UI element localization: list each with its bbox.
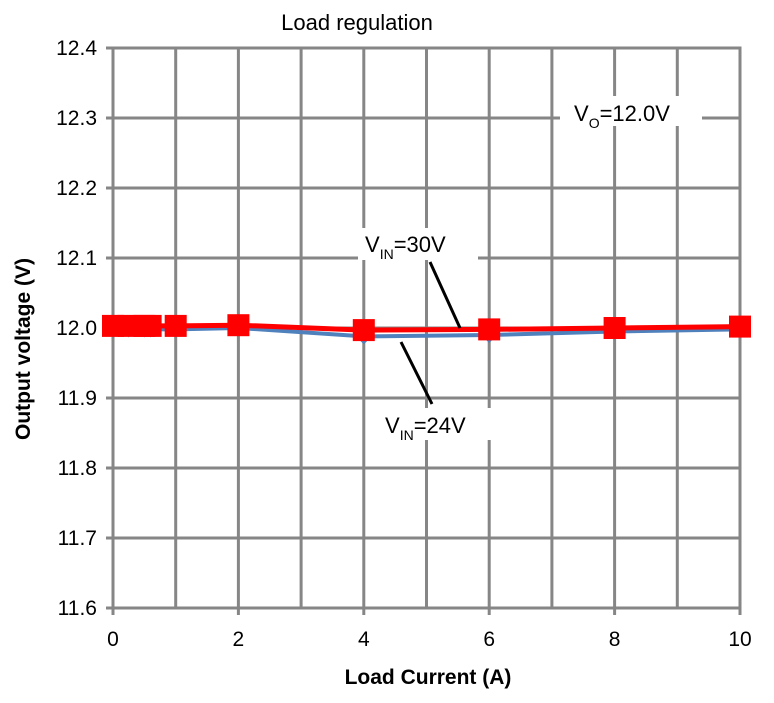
y-tick-label: 11.9 xyxy=(58,387,97,410)
vin24-leader-line xyxy=(399,341,434,405)
data-point-marker xyxy=(164,314,187,337)
x-tick-label: 8 xyxy=(609,628,621,651)
series-vin-30v xyxy=(102,314,751,342)
y-tick-label: 12.2 xyxy=(56,177,97,200)
data-point-marker xyxy=(603,317,626,339)
data-point-marker xyxy=(352,319,375,342)
vo-annotation: VO=12.0V xyxy=(574,101,670,131)
annotation-leaders xyxy=(399,261,462,405)
vin24-annotation-rest: =24V xyxy=(414,413,466,438)
x-tick-label: 0 xyxy=(107,628,119,651)
vin30-annotation-bg xyxy=(358,228,478,260)
y-tick-label: 12.3 xyxy=(56,107,97,130)
y-axis-title: Output voltage (V) xyxy=(12,258,35,440)
vin24-annotation-main: V xyxy=(385,413,400,438)
vo-annotation-sub: O xyxy=(589,115,600,131)
vo-annotation-main: V xyxy=(574,101,589,126)
vin30-annotation: VIN=30V xyxy=(365,232,446,262)
y-tick-label: 12.1 xyxy=(56,247,97,270)
vo-annotation-rest: =12.0V xyxy=(600,101,671,126)
x-tick-label: 2 xyxy=(233,628,245,651)
x-tick-label: 10 xyxy=(728,628,751,651)
x-tick-label: 4 xyxy=(358,628,370,651)
data-point-marker xyxy=(139,314,162,337)
data-point-marker xyxy=(729,315,751,338)
vin30-annotation-rest: =30V xyxy=(394,232,446,257)
y-tick-label: 11.6 xyxy=(58,597,97,620)
vin24-annotation: VIN=24V xyxy=(385,413,466,443)
data-point-marker xyxy=(478,318,501,341)
vo-annotation-bg xyxy=(560,96,702,126)
y-tick-label: 11.8 xyxy=(58,457,97,480)
data-point-marker xyxy=(227,314,250,337)
y-tick-label: 12.4 xyxy=(56,37,97,60)
vin30-leader-line xyxy=(428,261,462,329)
vin24-annotation-bg xyxy=(378,408,496,440)
x-tick-label: 6 xyxy=(483,628,495,651)
y-tick-label: 12.0 xyxy=(56,317,97,340)
series-layer xyxy=(102,314,751,345)
vin30-annotation-sub: IN xyxy=(380,246,394,262)
x-tick-labels: 0 2 4 6 8 10 xyxy=(107,628,752,651)
vin24-annotation-sub: IN xyxy=(400,427,414,443)
x-axis-title: Load Current (A) xyxy=(345,666,512,689)
chart-title: Load regulation xyxy=(281,10,433,35)
y-tick-label: 11.7 xyxy=(58,527,97,550)
vin30-annotation-main: V xyxy=(365,232,380,257)
y-tick-labels: 11.6 11.7 11.8 11.9 12.0 12.1 12.2 12.3 12.4 xyxy=(56,37,97,620)
